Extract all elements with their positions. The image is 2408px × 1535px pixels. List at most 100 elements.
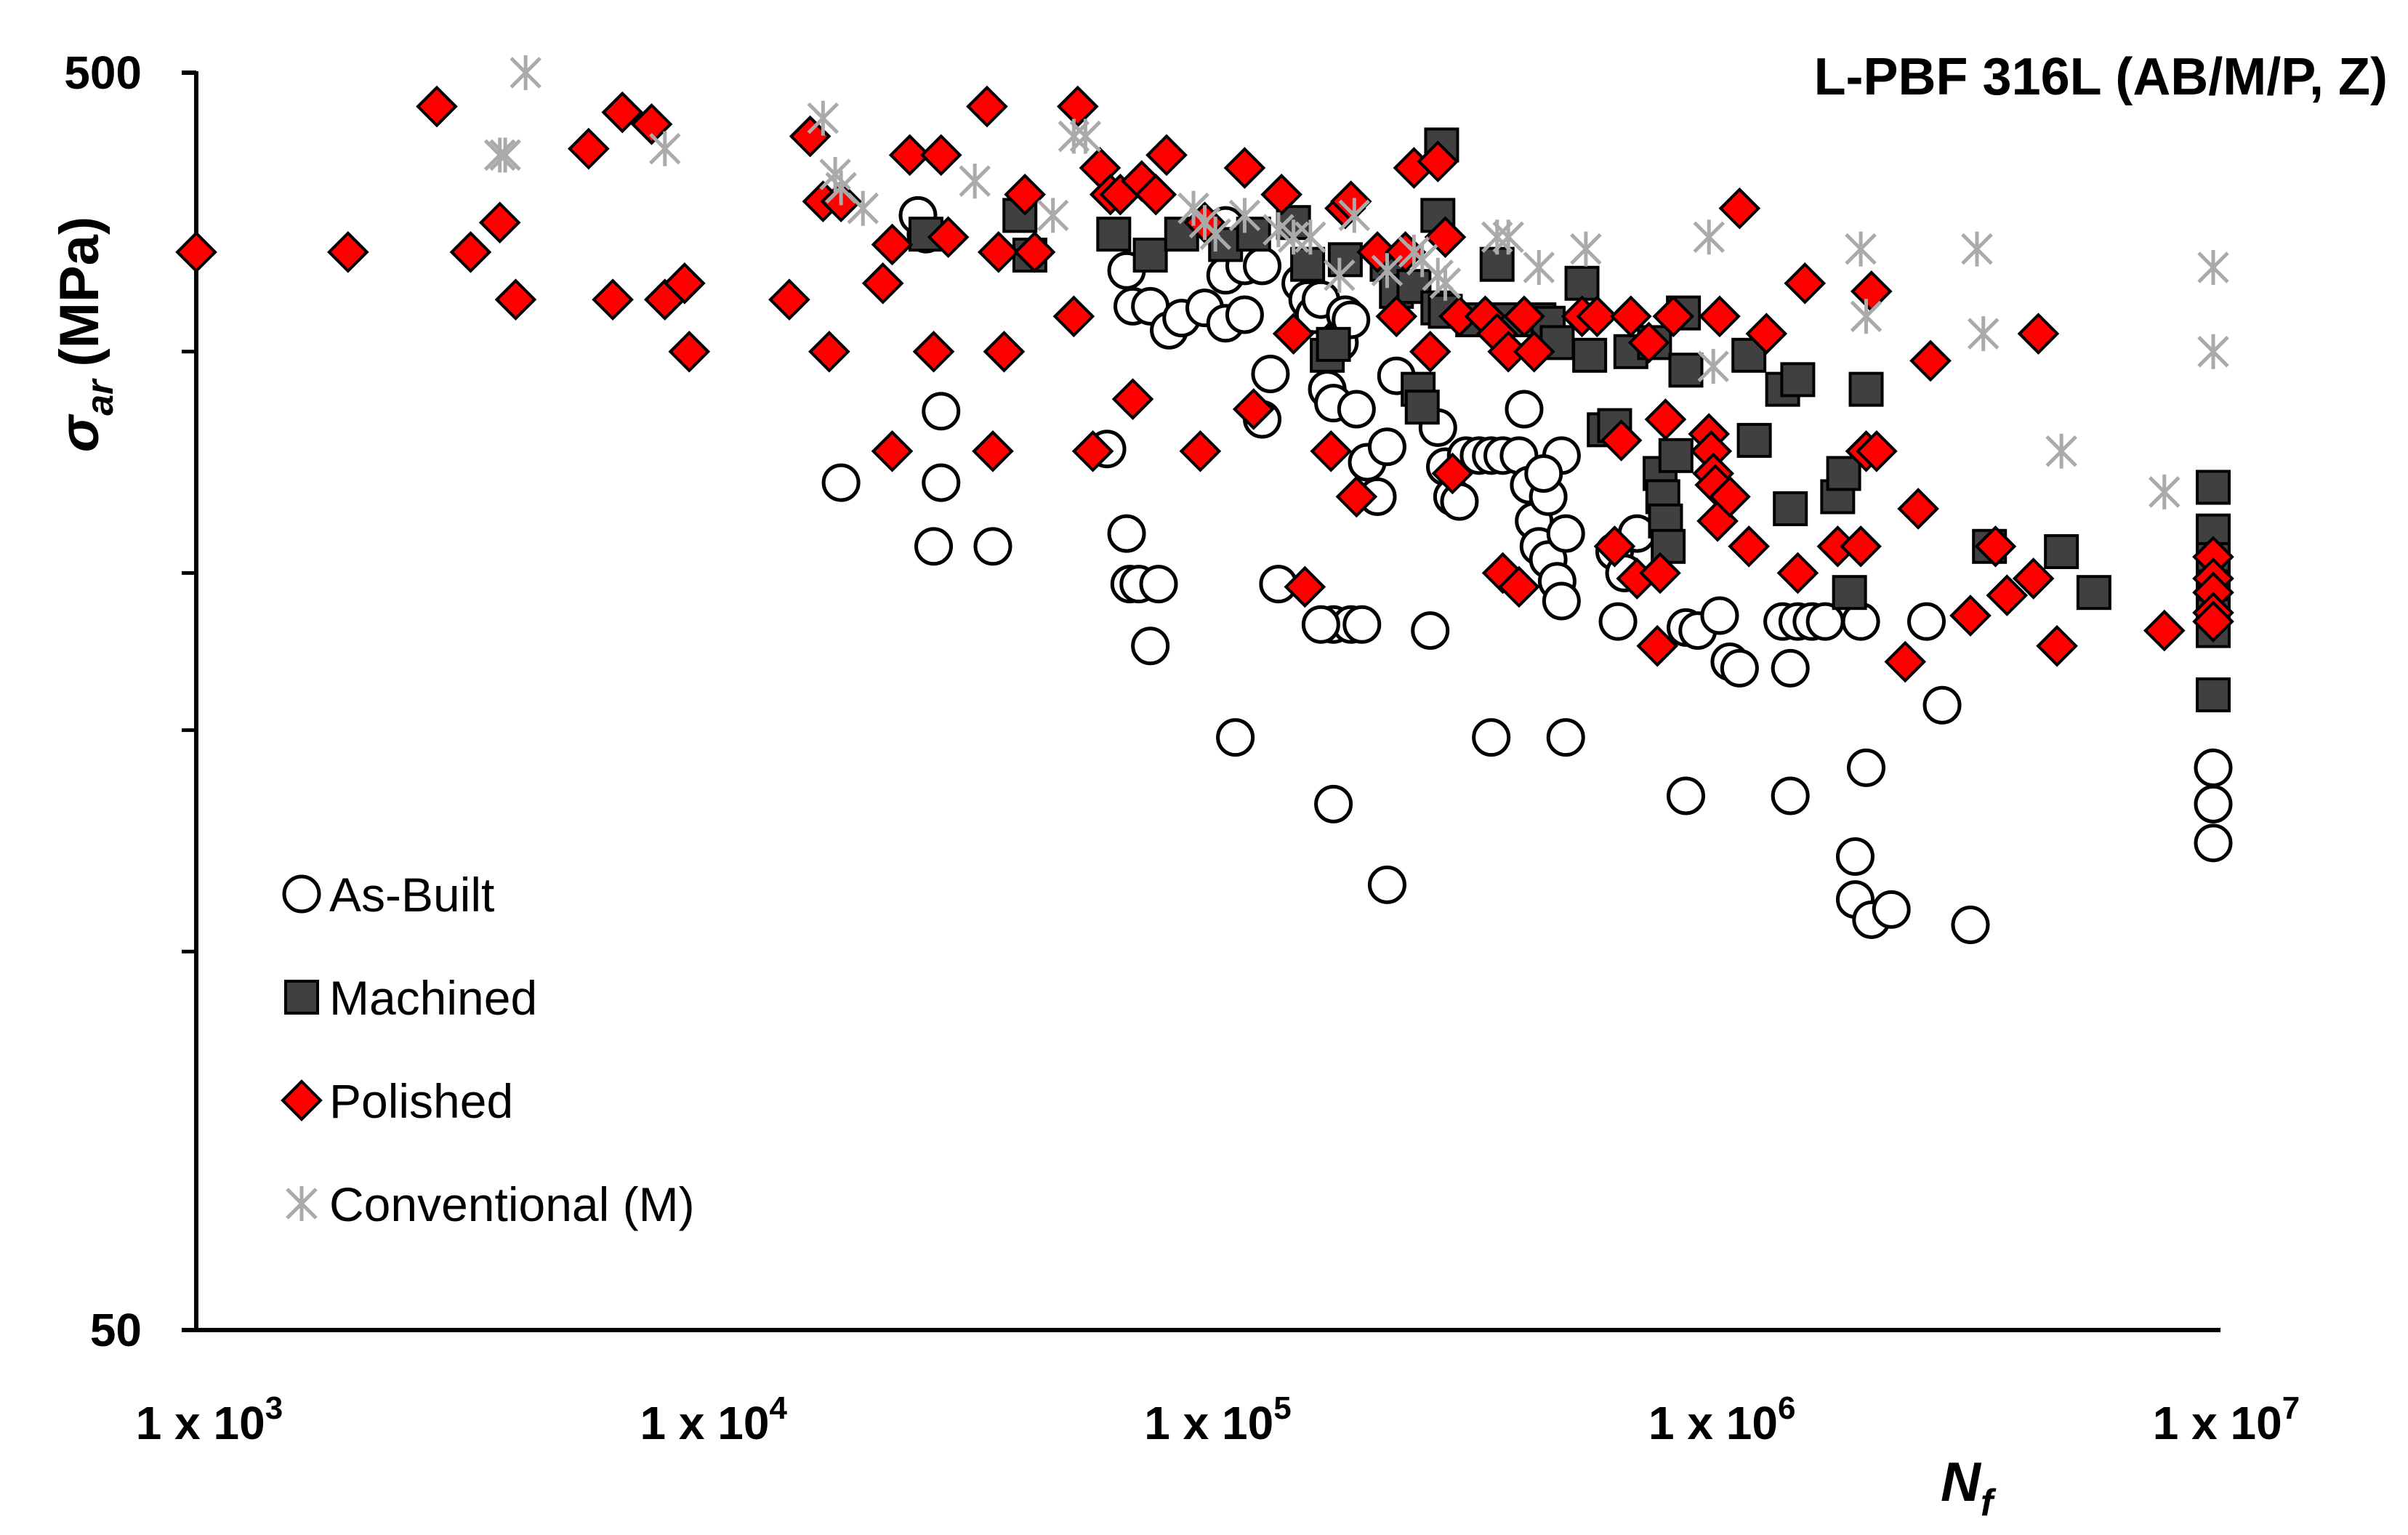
axes-layer xyxy=(182,70,2220,1332)
polished-point xyxy=(861,262,904,305)
polished-point xyxy=(1897,488,1939,530)
machined-point xyxy=(2076,575,2111,611)
conventional-m-point xyxy=(489,137,521,173)
legend-marker-machined xyxy=(284,980,319,1015)
polished-point xyxy=(1431,452,1474,495)
conventional-m-point xyxy=(1199,217,1231,252)
polished-point xyxy=(808,330,850,373)
as-built-point xyxy=(973,527,1012,566)
x-axis-label: Nf xyxy=(1941,1451,1997,1524)
as-built-point xyxy=(1542,581,1581,621)
as-built-point xyxy=(2194,784,2233,823)
as-built-point xyxy=(1872,890,1911,929)
polished-point xyxy=(601,91,644,134)
as-built-point xyxy=(1907,602,1946,641)
polished-point xyxy=(416,85,458,128)
conventional-m-point xyxy=(819,156,851,192)
polished-point xyxy=(1223,147,1266,189)
polished-point xyxy=(1639,552,1681,595)
as-built-point xyxy=(1216,718,1255,757)
x-tick-label: 1 x 107 xyxy=(2153,1390,2300,1449)
as-built-point xyxy=(1598,602,1638,641)
polished-point xyxy=(1111,378,1154,421)
polished-point xyxy=(2036,624,2078,667)
legend-label: Polished xyxy=(329,1074,513,1128)
as-built-point xyxy=(1251,354,1290,393)
polished-point xyxy=(1013,230,1056,273)
polished-point xyxy=(1745,313,1788,355)
polished-point xyxy=(1840,525,1882,568)
polished-point xyxy=(1135,173,1177,216)
as-built-point xyxy=(1314,784,1353,823)
machined-point xyxy=(1826,456,1861,491)
as-built-point xyxy=(1951,906,1990,945)
polished-point xyxy=(1513,330,1555,373)
conventional-m-point xyxy=(1338,198,1371,233)
polished-point xyxy=(1728,525,1771,568)
conventional-m-point xyxy=(1693,219,1726,255)
conventional-m-point xyxy=(847,190,879,226)
polished-point xyxy=(919,134,962,177)
polished-point xyxy=(1884,640,1927,683)
polished-point xyxy=(1986,574,2029,616)
polished-point xyxy=(1949,595,1992,637)
legend-label: Conventional (M) xyxy=(329,1177,695,1231)
polished-point xyxy=(1850,270,1893,313)
polished-point xyxy=(1052,295,1095,338)
polished-point xyxy=(972,430,1014,472)
as-built-point xyxy=(1472,718,1511,757)
conventional-m-point xyxy=(1228,198,1261,233)
conventional-m-point xyxy=(1492,219,1524,255)
conventional-m-point xyxy=(483,137,516,173)
polished-point xyxy=(1909,339,1952,382)
machined-point xyxy=(1290,246,1326,282)
as-built-point xyxy=(1835,837,1875,877)
polished-point xyxy=(2192,600,2234,643)
polished-point xyxy=(2017,313,2060,355)
machined-point xyxy=(1668,352,1704,388)
as-built-point xyxy=(1720,648,1759,688)
as-built-point xyxy=(1546,718,1585,757)
conventional-m-point xyxy=(807,100,839,136)
conventional-m-point xyxy=(1570,231,1602,267)
conventional-m-point xyxy=(1429,265,1462,301)
polished-point xyxy=(1272,313,1315,355)
conventional-m-point xyxy=(1069,118,1102,154)
polished-point xyxy=(1718,187,1761,230)
machined-point xyxy=(1832,575,1867,611)
polished-point xyxy=(1856,430,1898,472)
polished-point xyxy=(1600,419,1643,462)
conventional-m-point xyxy=(2045,433,2077,469)
polished-point xyxy=(175,230,217,273)
x-tick-label: 1 x 104 xyxy=(640,1390,788,1449)
polished-point xyxy=(630,103,673,145)
machined-point xyxy=(1096,217,1132,252)
conventional-m-point xyxy=(510,55,541,90)
polished-point xyxy=(1644,398,1687,440)
as-built-point xyxy=(1847,748,1886,787)
as-built-point xyxy=(922,463,961,502)
as-built-point xyxy=(1225,295,1264,334)
as-built-point xyxy=(1505,390,1544,429)
polished-point xyxy=(1145,134,1188,177)
labels-layer: 500 50 1 x 103 1 x 104 1 x 105 1 x 106 1 x 107… xyxy=(49,47,2388,1524)
as-built-point xyxy=(1411,611,1450,650)
polished-point xyxy=(1232,388,1275,430)
as-built-point xyxy=(821,463,861,502)
conventional-m-point xyxy=(1523,249,1555,285)
conventional-m-point xyxy=(1697,349,1729,384)
machined-point xyxy=(1658,438,1694,473)
polished-point xyxy=(1417,140,1459,182)
polished-point xyxy=(1974,525,2017,568)
polished-point xyxy=(1004,173,1046,216)
as-built-point xyxy=(1367,865,1406,904)
as-built-point xyxy=(1440,482,1479,521)
as-built-point xyxy=(1700,596,1739,635)
polished-point xyxy=(1284,565,1326,608)
conventional-m-point xyxy=(2149,474,2181,509)
conventional-m-point xyxy=(1845,231,1877,267)
polished-point xyxy=(1699,295,1741,338)
polished-point xyxy=(1335,475,1378,518)
as-built-point xyxy=(1922,685,1962,725)
